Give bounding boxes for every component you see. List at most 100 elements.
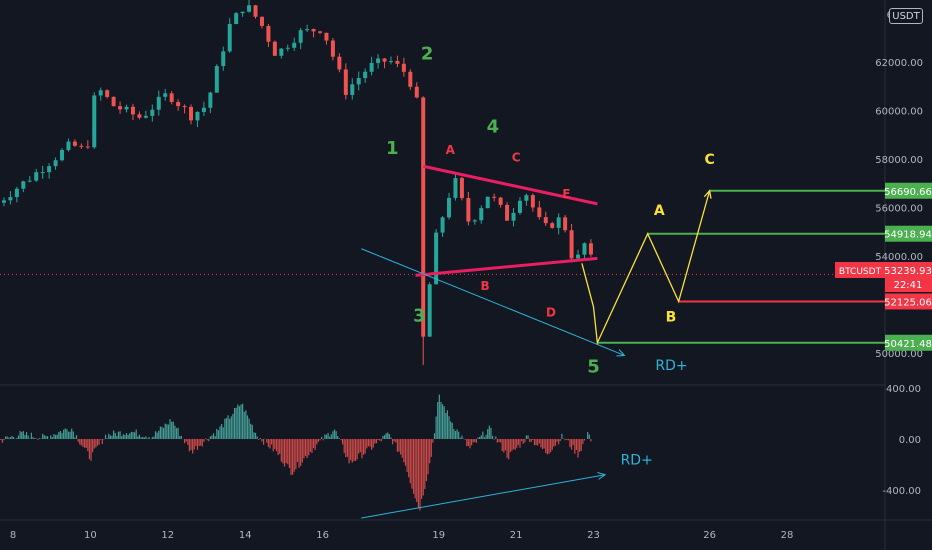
candle-body xyxy=(221,51,226,67)
candle-body xyxy=(8,197,13,201)
candle-body xyxy=(208,92,213,108)
candle-body xyxy=(247,5,252,12)
candle-body xyxy=(253,5,258,17)
triangle-lower-line xyxy=(415,256,598,277)
candle-body xyxy=(195,111,200,121)
price-level-tags: 56690.66 54918.94 52125.06 50421.48 xyxy=(884,182,932,351)
price-level-label: 54918.94 xyxy=(884,230,932,241)
candle-body xyxy=(27,180,32,182)
time-tick-label: 8 xyxy=(10,530,16,541)
triangle-label-E: E xyxy=(562,187,570,201)
currency-selector[interactable]: USDT xyxy=(889,8,923,24)
candle-body xyxy=(279,48,284,56)
candle-body xyxy=(34,172,39,181)
candle-body xyxy=(98,90,103,96)
candle-body xyxy=(517,200,522,213)
osc-tick-label: 400.00 xyxy=(886,384,921,395)
time-tick-label: 16 xyxy=(316,530,329,541)
current-symbol: BTCUSDT xyxy=(839,267,882,277)
candle-body xyxy=(582,243,587,255)
candle-body xyxy=(143,115,148,118)
candle-body xyxy=(524,195,529,201)
histogram-layer xyxy=(0,394,592,511)
time-axis: 8 10 12 14 16 19 21 23 26 28 xyxy=(10,530,794,541)
candle-body xyxy=(285,47,290,49)
time-tick-label: 12 xyxy=(161,530,174,541)
candle-body xyxy=(530,195,535,208)
price-level-label: 50421.48 xyxy=(884,339,932,350)
candle-body xyxy=(318,31,323,33)
candle-body xyxy=(92,95,97,148)
candle-body xyxy=(511,212,516,221)
time-tick-label: 21 xyxy=(510,530,523,541)
candle-body xyxy=(550,223,555,228)
current-price-value: 53239.93 xyxy=(884,266,932,277)
candle-body xyxy=(163,93,168,97)
price-tick-label: 50000.00 xyxy=(875,349,923,360)
triangle-label-C: C xyxy=(512,150,521,164)
time-tick-label: 28 xyxy=(781,530,794,541)
candle-body xyxy=(47,166,52,173)
time-tick-label: 26 xyxy=(703,530,716,541)
candle-body xyxy=(150,109,155,116)
candle-body xyxy=(492,196,497,198)
price-level-label: 56690.66 xyxy=(884,187,932,198)
candle-body xyxy=(330,40,335,57)
candle-body xyxy=(305,29,310,31)
price-tick-label: 58000.00 xyxy=(875,155,923,166)
candle-body xyxy=(363,71,368,79)
candle-body xyxy=(201,107,206,112)
wave-label-4: 4 xyxy=(487,116,500,137)
candle-countdown: 22:41 xyxy=(894,280,923,291)
candle-body xyxy=(21,181,26,189)
candle-body xyxy=(440,217,445,233)
price-level-tag xyxy=(885,334,932,351)
price-level-tag xyxy=(885,182,932,199)
candle-body xyxy=(53,160,58,167)
candle-body xyxy=(298,30,303,43)
candle-body xyxy=(156,96,161,110)
candle-body xyxy=(343,69,348,95)
price-divergence-line-arrowhead xyxy=(616,349,626,357)
candle-body xyxy=(189,106,194,121)
candle-body xyxy=(111,96,116,107)
candle-body xyxy=(227,23,232,52)
price-divergence-line xyxy=(361,248,625,356)
candle-body xyxy=(588,243,593,255)
candle-body xyxy=(369,62,374,72)
wave-label-1: 1 xyxy=(386,138,399,159)
candle-body xyxy=(485,196,490,209)
current-price-badge xyxy=(885,262,932,292)
candle-body xyxy=(272,41,277,56)
candle-body xyxy=(79,145,84,147)
candle-body xyxy=(401,63,406,72)
price-divergence-label: RD+ xyxy=(655,358,687,374)
candle-body xyxy=(259,16,264,26)
candle-body xyxy=(118,106,123,110)
candle-body xyxy=(337,56,342,70)
price-tick-label: 62000.00 xyxy=(875,58,923,69)
price-tick-label: 54000.00 xyxy=(875,252,923,263)
candle-body xyxy=(66,141,71,151)
candle-body xyxy=(169,93,174,103)
projection-path xyxy=(581,190,711,346)
candle-body xyxy=(505,204,510,221)
candle-body xyxy=(356,78,361,85)
candle-body xyxy=(234,13,239,24)
candle-body xyxy=(498,197,503,205)
candle-body xyxy=(292,42,297,48)
candles-layer xyxy=(1,0,593,366)
current-price-tag-bg xyxy=(835,262,885,278)
price-level-tag xyxy=(885,293,932,310)
projection-label-B: B xyxy=(666,309,677,325)
candle-body xyxy=(556,217,561,228)
candle-body xyxy=(324,32,329,41)
candle-body xyxy=(576,254,581,259)
candle-body xyxy=(453,178,458,198)
candle-body xyxy=(414,86,419,98)
projection-label-C: C xyxy=(704,152,714,168)
candle-body xyxy=(176,102,181,107)
time-tick-label: 10 xyxy=(84,530,97,541)
